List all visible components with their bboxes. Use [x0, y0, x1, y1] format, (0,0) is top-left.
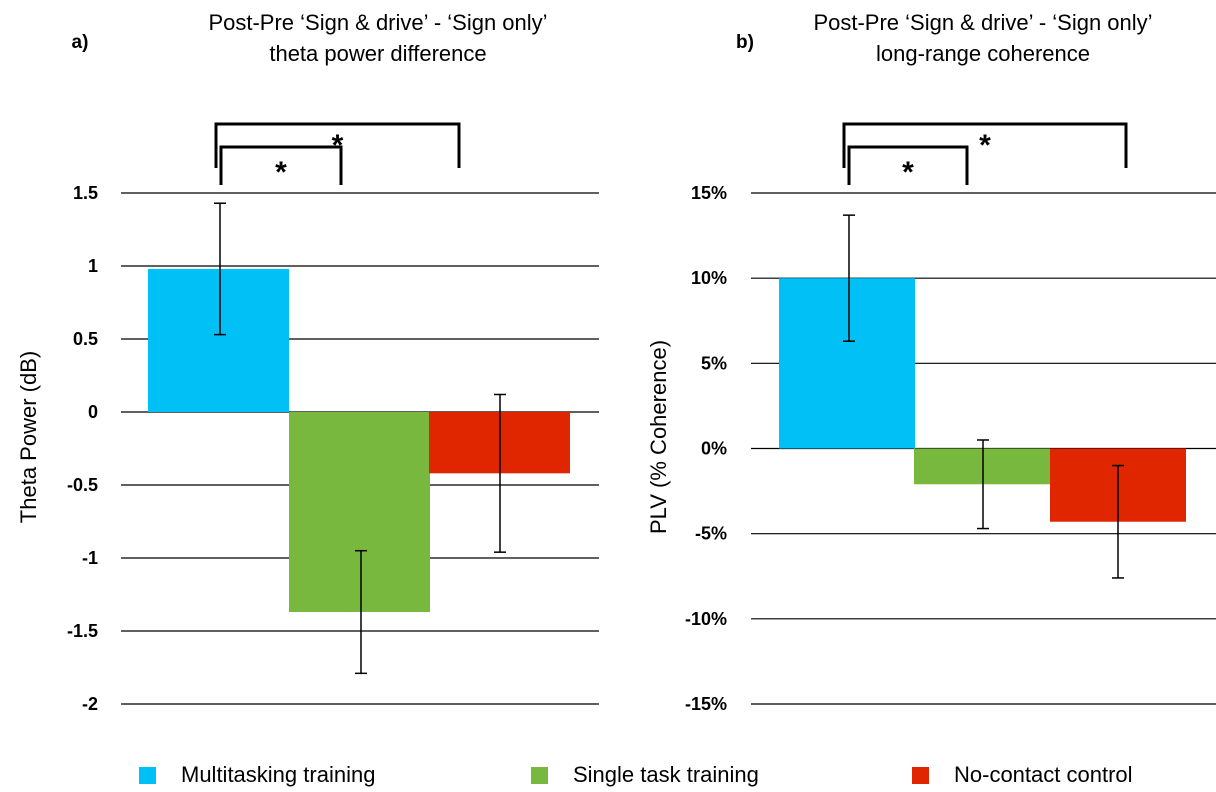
y-tick-label: -5% — [695, 524, 727, 544]
y-tick-label: 1.5 — [73, 183, 98, 203]
chart-title-line: Post-Pre ‘Sign & drive’ - ‘Sign only’ — [208, 10, 547, 35]
chart-title-line: Post-Pre ‘Sign & drive’ - ‘Sign only’ — [813, 10, 1152, 35]
y-tick-label: 10% — [691, 268, 727, 288]
bar — [148, 268, 289, 412]
y-tick-label: 15% — [691, 183, 727, 203]
chart-title-line: long-range coherence — [876, 41, 1090, 66]
y-tick-label: 0% — [701, 439, 727, 459]
legend-item-no-contact: No-contact control — [912, 760, 1133, 790]
significance-star: * — [275, 156, 287, 189]
bar — [779, 278, 915, 449]
significance-bracket — [214, 122, 461, 168]
significance-bracket — [847, 145, 969, 185]
y-tick-label: 0.5 — [73, 329, 98, 349]
bar — [289, 412, 430, 613]
significance-star: * — [902, 156, 914, 189]
y-tick-label: 0 — [88, 402, 98, 422]
significance-star: * — [332, 129, 344, 162]
significance-star: * — [979, 129, 991, 162]
legend-label-no-contact: No-contact control — [954, 762, 1133, 787]
y-tick-label: 5% — [701, 353, 727, 373]
legend-label-single-task: Single task training — [573, 762, 759, 787]
chart-figure: Post-Pre ‘Sign & drive’ - ‘Sign only’ the… — [16, 10, 1216, 714]
legend: Multitasking training Single task traini… — [0, 760, 1216, 790]
y-tick-label: -0.5 — [67, 475, 98, 495]
panel-label: a) — [72, 32, 89, 53]
y-tick-label: -1 — [82, 548, 98, 568]
legend-label-multitasking: Multitasking training — [181, 762, 376, 787]
legend-item-multitasking: Multitasking training — [139, 760, 375, 790]
legend-item-single-task: Single task training — [531, 760, 759, 790]
y-tick-label: -15% — [685, 694, 727, 714]
y-axis-label: Theta Power (dB) — [16, 351, 41, 523]
bar — [914, 448, 1050, 485]
y-tick-label: 1 — [88, 256, 98, 276]
legend-swatch-multitasking — [139, 766, 156, 784]
legend-swatch-no-contact — [912, 766, 929, 784]
y-axis-label: PLV (% Coherence) — [646, 340, 671, 534]
legend-swatch-single-task — [531, 766, 548, 784]
y-tick-label: -1.5 — [67, 621, 98, 641]
panel-label: b) — [736, 32, 754, 53]
chart-title-line: theta power difference — [269, 41, 486, 66]
significance-bracket — [219, 145, 343, 185]
y-tick-label: -10% — [685, 609, 727, 629]
y-tick-label: -2 — [82, 694, 98, 714]
significance-bracket — [842, 122, 1128, 168]
